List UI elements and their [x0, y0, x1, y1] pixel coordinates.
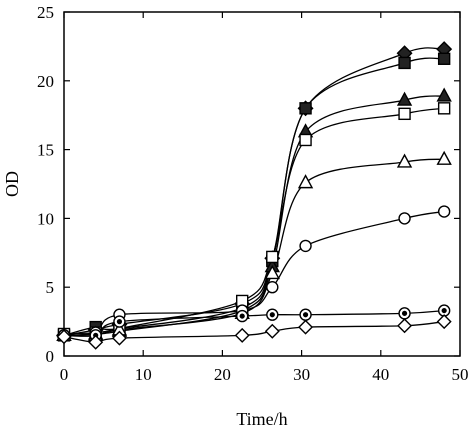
dotted-circle-center [441, 307, 447, 314]
series-line [63, 47, 445, 337]
open-diamond-marker [436, 314, 452, 330]
y-tick-label: 15 [37, 141, 54, 160]
plot-frame [63, 11, 461, 357]
y-tick-label: 5 [46, 278, 55, 297]
filled-square-marker [299, 102, 312, 115]
open-square-marker [437, 102, 451, 115]
dotted-circle-center [269, 312, 275, 318]
dotted-circle-marker [398, 307, 411, 320]
open-diamond-marker [56, 329, 72, 345]
axis-ticks: 0 10 20 30 40 50 0 5 10 15 20 25 [37, 3, 469, 384]
open-diamond-marker [88, 334, 104, 350]
y-tick-label: 10 [37, 209, 54, 228]
x-tick-label: 20 [214, 365, 231, 384]
open-diamond-marker [298, 319, 314, 335]
open-circle-marker [437, 205, 451, 218]
open-circle-marker [266, 281, 279, 294]
series-line [63, 107, 445, 335]
dotted-circle-center [116, 319, 123, 325]
y-tick-label: 20 [37, 72, 54, 91]
x-tick-label: 50 [452, 365, 469, 384]
open-diamond-marker [264, 323, 280, 339]
x-tick-label: 30 [293, 365, 310, 384]
y-axis-title: OD [2, 171, 22, 197]
dotted-circle-marker [235, 309, 249, 323]
data-markers [56, 41, 453, 350]
filled-square-marker [437, 52, 451, 65]
x-axis-title: Time/h [236, 409, 287, 429]
open-square-marker [398, 107, 411, 121]
dotted-circle-center [302, 312, 309, 318]
filled-triangle-marker [436, 87, 452, 102]
open-triangle-marker [264, 264, 280, 280]
open-triangle-marker [297, 174, 314, 189]
open-triangle-marker [396, 153, 413, 168]
x-tick-label: 10 [135, 365, 152, 384]
dotted-circle-marker [266, 308, 279, 321]
open-diamond-marker [111, 330, 127, 346]
open-diamond-marker [397, 318, 413, 334]
filled-square-marker [398, 56, 411, 70]
open-square-marker [299, 133, 312, 147]
filled-triangle-marker [396, 91, 413, 106]
y-tick-label: 25 [37, 3, 54, 22]
y-tick-label: 0 [46, 347, 55, 366]
x-tick-label: 40 [372, 365, 389, 384]
dotted-circle-center [239, 313, 245, 319]
open-square-marker [266, 250, 279, 264]
x-tick-label: 0 [60, 365, 69, 384]
open-circle-marker [398, 212, 411, 225]
dotted-circle-marker [299, 308, 312, 321]
series-line [63, 95, 445, 337]
dotted-circle-marker [113, 315, 126, 328]
open-triangle-marker [436, 150, 452, 165]
open-diamond-marker [234, 327, 250, 343]
dotted-circle-center [401, 310, 408, 316]
series-lines [63, 47, 445, 343]
open-circle-marker [299, 239, 312, 253]
